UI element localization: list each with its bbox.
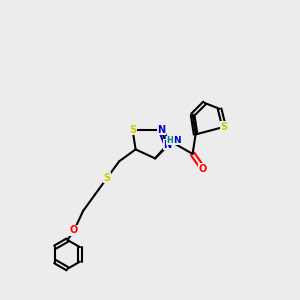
Text: S: S bbox=[220, 122, 228, 132]
Text: H: H bbox=[167, 136, 173, 145]
Text: N: N bbox=[157, 125, 165, 135]
Text: N: N bbox=[173, 136, 181, 145]
Text: N: N bbox=[163, 140, 171, 150]
Text: O: O bbox=[70, 225, 78, 236]
Text: O: O bbox=[199, 164, 207, 174]
Text: S: S bbox=[129, 125, 136, 135]
Text: S: S bbox=[103, 173, 111, 183]
